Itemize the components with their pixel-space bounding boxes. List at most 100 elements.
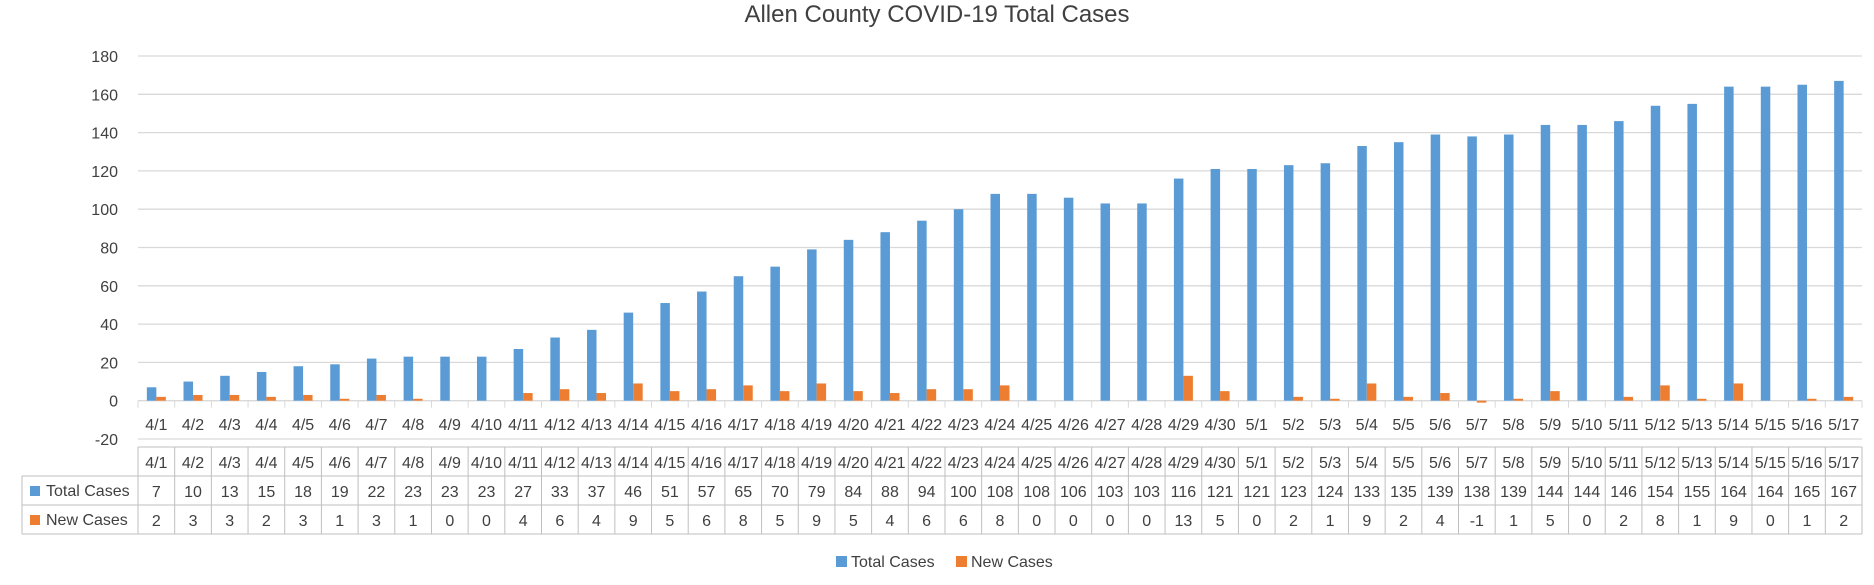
bar-total-cases bbox=[1540, 124, 1551, 401]
bar-total-cases bbox=[880, 232, 890, 401]
table-header-cell: 5/15 bbox=[1755, 455, 1786, 472]
table-cell-new: 6 bbox=[702, 513, 711, 530]
x-tick-label: 5/9 bbox=[1539, 417, 1561, 434]
bar-total-cases bbox=[440, 356, 450, 401]
table-cell-total: 121 bbox=[1207, 484, 1234, 501]
table-cell-total: 154 bbox=[1647, 484, 1674, 501]
x-tick-label: 4/6 bbox=[329, 417, 351, 434]
bar-total-cases bbox=[587, 329, 597, 401]
x-tick-label: 4/20 bbox=[838, 417, 869, 434]
table-key-new bbox=[30, 515, 40, 525]
table-header-cell: 4/4 bbox=[255, 455, 277, 472]
x-tick-label: 5/5 bbox=[1392, 417, 1414, 434]
table-cell-total: 103 bbox=[1133, 484, 1160, 501]
bar-new-cases bbox=[1476, 400, 1487, 403]
table-cell-new: 5 bbox=[1546, 513, 1555, 530]
bar-new-cases bbox=[193, 394, 203, 401]
table-header-cell: 5/11 bbox=[1609, 455, 1639, 472]
table-cell-new: 0 bbox=[1106, 513, 1115, 530]
table-cell-new: 8 bbox=[1656, 513, 1665, 530]
table-header-cell: 5/4 bbox=[1356, 455, 1378, 472]
bar-new-cases bbox=[1513, 398, 1524, 401]
bar-total-cases bbox=[1614, 121, 1624, 401]
bar-total-cases bbox=[1577, 124, 1587, 401]
x-tick-label: 4/11 bbox=[508, 417, 538, 434]
bar-total-cases bbox=[697, 291, 707, 401]
table-cell-new: 2 bbox=[262, 513, 271, 530]
bar-new-cases bbox=[1660, 385, 1670, 401]
table-cell-new: -1 bbox=[1470, 513, 1484, 530]
bar-new-cases bbox=[963, 389, 973, 401]
table-cell-new: 4 bbox=[886, 513, 895, 530]
table-cell-new: 8 bbox=[739, 513, 748, 530]
bar-total-cases bbox=[366, 358, 377, 401]
table-cell-total: 123 bbox=[1280, 484, 1307, 501]
bar-total-cases bbox=[476, 356, 487, 401]
table-cell-total: 15 bbox=[257, 484, 275, 501]
bar-new-cases bbox=[339, 398, 350, 401]
table-header-cell: 4/27 bbox=[1094, 455, 1125, 472]
table-cell-new: 0 bbox=[482, 513, 491, 530]
table-header-cell: 5/5 bbox=[1392, 455, 1414, 472]
y-tick-label: 180 bbox=[91, 49, 118, 66]
bar-total-cases bbox=[1467, 136, 1477, 401]
bar-new-cases bbox=[889, 393, 900, 401]
x-tick-label: 5/7 bbox=[1466, 417, 1488, 434]
table-cell-total: 18 bbox=[294, 484, 312, 501]
bar-new-cases bbox=[229, 394, 240, 401]
table-header-cell: 4/24 bbox=[984, 455, 1015, 472]
bar-total-cases bbox=[1797, 84, 1807, 401]
bar-total-cases bbox=[1650, 105, 1661, 401]
table-cell-new: 6 bbox=[922, 513, 931, 530]
table-cell-new: 9 bbox=[1729, 513, 1738, 530]
table-cell-total: 46 bbox=[624, 484, 642, 501]
table-cell-new: 0 bbox=[445, 513, 454, 530]
bar-total-cases bbox=[1724, 86, 1734, 401]
table-cell-new: 4 bbox=[519, 513, 528, 530]
x-tick-label: 4/23 bbox=[948, 417, 979, 434]
table-cell-new: 5 bbox=[775, 513, 784, 530]
table-header-cell: 4/20 bbox=[838, 455, 869, 472]
table-header-cell: 5/9 bbox=[1539, 455, 1561, 472]
bar-total-cases bbox=[1100, 203, 1111, 401]
bar-total-cases bbox=[1283, 165, 1294, 401]
x-tick-label: 4/5 bbox=[292, 417, 314, 434]
table-header-cell: 4/19 bbox=[801, 455, 832, 472]
table-cell-total: 155 bbox=[1684, 484, 1711, 501]
table-header-cell: 5/3 bbox=[1319, 455, 1341, 472]
bar-new-cases bbox=[1806, 398, 1817, 401]
table-cell-new: 1 bbox=[1692, 513, 1701, 530]
bar-new-cases bbox=[559, 389, 570, 401]
table-header-cell: 4/15 bbox=[654, 455, 685, 472]
table-cell-new: 0 bbox=[1582, 513, 1591, 530]
table-cell-new: 4 bbox=[592, 513, 601, 530]
table-header-cell: 4/21 bbox=[874, 455, 905, 472]
table-cell-total: 27 bbox=[514, 484, 532, 501]
table-cell-new: 0 bbox=[1032, 513, 1041, 530]
table-header-cell: 5/8 bbox=[1502, 455, 1524, 472]
bar-new-cases bbox=[1000, 385, 1010, 401]
table-cell-new: 5 bbox=[665, 513, 674, 530]
table-row-label-new: New Cases bbox=[46, 512, 128, 529]
bar-new-cases bbox=[779, 391, 790, 401]
x-tick-label: 5/3 bbox=[1319, 417, 1341, 434]
x-tick-label: 5/12 bbox=[1645, 417, 1676, 434]
table-header-cell: 5/12 bbox=[1645, 455, 1676, 472]
table-cell-total: 19 bbox=[331, 484, 349, 501]
bar-total-cases bbox=[550, 337, 560, 401]
x-tick-label: 4/22 bbox=[911, 417, 942, 434]
bar-total-cases bbox=[1027, 193, 1037, 401]
table-header-cell: 5/16 bbox=[1791, 455, 1822, 472]
x-tick-label: 4/18 bbox=[764, 417, 795, 434]
bar-new-cases bbox=[1293, 396, 1303, 401]
table-cell-total: 116 bbox=[1171, 484, 1197, 501]
table-header-cell: 4/9 bbox=[439, 455, 461, 472]
table-cell-total: 103 bbox=[1097, 484, 1124, 501]
table-cell-total: 164 bbox=[1720, 484, 1747, 501]
table-header-cell: 5/10 bbox=[1571, 455, 1602, 472]
bar-new-cases bbox=[816, 383, 827, 401]
x-tick-label: 4/14 bbox=[618, 417, 649, 434]
table-cell-new: 5 bbox=[849, 513, 858, 530]
